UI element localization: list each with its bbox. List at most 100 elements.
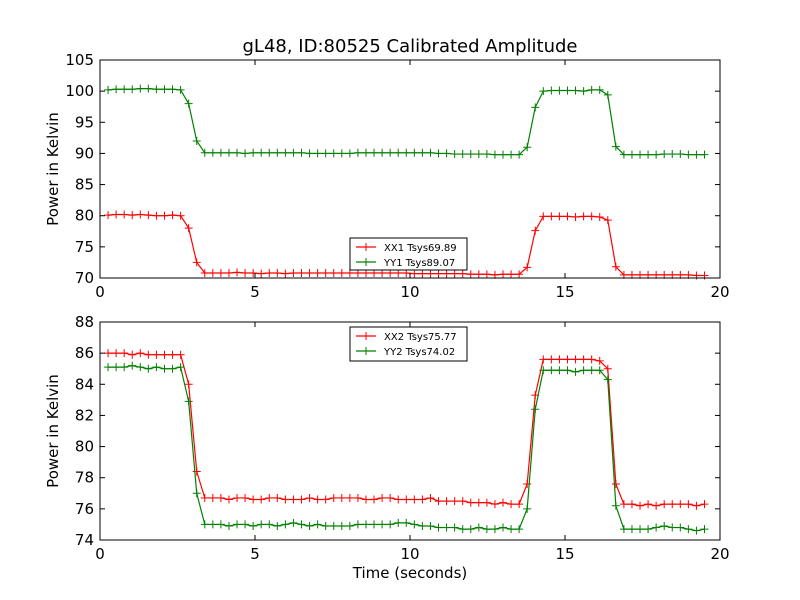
- data-point: [426, 493, 435, 502]
- data-point: [353, 520, 362, 529]
- data-point: [241, 269, 250, 278]
- data-point: [192, 258, 201, 267]
- data-point: [257, 269, 266, 278]
- data-point: [297, 520, 306, 529]
- data-point: [668, 523, 677, 532]
- data-point: [233, 268, 242, 277]
- data-point: [321, 269, 330, 278]
- y-tick-label: 86: [75, 344, 94, 362]
- data-point: [289, 148, 298, 157]
- data-point: [474, 523, 483, 532]
- data-point: [676, 523, 685, 532]
- legend-marker: [362, 258, 370, 266]
- data-point: [321, 149, 330, 158]
- data-point: [426, 148, 435, 157]
- data-point: [644, 150, 653, 159]
- x-tick-label: 0: [95, 545, 105, 563]
- data-point: [120, 85, 129, 94]
- data-point: [531, 103, 540, 112]
- data-point: [265, 148, 274, 157]
- data-point: [289, 495, 298, 504]
- legend-marker: [362, 347, 370, 355]
- data-point: [684, 525, 693, 534]
- data-point: [184, 380, 193, 389]
- data-point: [386, 148, 395, 157]
- data-point: [563, 86, 572, 95]
- data-point: [531, 405, 540, 414]
- data-point: [434, 269, 443, 278]
- data-point: [216, 148, 225, 157]
- x-tick-label: 0: [95, 283, 105, 301]
- data-point: [539, 87, 548, 96]
- data-point: [700, 525, 709, 534]
- data-point: [144, 84, 153, 93]
- data-point: [595, 356, 604, 365]
- data-point: [176, 211, 185, 220]
- data-point: [233, 520, 242, 529]
- data-point: [434, 149, 443, 158]
- data-point: [224, 495, 233, 504]
- legend-label: YY2 Tsys74.02: [383, 347, 455, 358]
- data-point: [144, 364, 153, 373]
- y-tick-label: 84: [75, 375, 94, 393]
- data-point: [466, 270, 475, 279]
- data-point: [676, 150, 685, 159]
- data-point: [305, 269, 314, 278]
- y-tick-label: 80: [75, 438, 94, 456]
- series-1: [104, 349, 709, 510]
- data-point: [224, 148, 233, 157]
- x-tick-label: 20: [710, 283, 729, 301]
- data-point: [112, 349, 121, 358]
- data-point: [370, 148, 379, 157]
- data-point: [361, 520, 370, 529]
- data-point: [523, 479, 532, 488]
- data-point: [490, 150, 499, 159]
- x-tick-label: 10: [400, 545, 419, 563]
- data-point: [458, 497, 467, 506]
- data-point: [152, 350, 161, 359]
- data-point: [539, 212, 548, 221]
- data-point: [128, 361, 137, 370]
- data-point: [370, 495, 379, 504]
- data-point: [305, 149, 314, 158]
- data-point: [273, 269, 282, 278]
- data-point: [216, 520, 225, 529]
- data-point: [249, 495, 258, 504]
- legend: XX1 Tsys69.89 YY1 Tsys89.07: [349, 237, 468, 271]
- data-point: [490, 500, 499, 509]
- data-point: [692, 501, 701, 510]
- data-point: [224, 269, 233, 278]
- data-point: [499, 498, 507, 507]
- data-point: [636, 150, 645, 159]
- data-point: [136, 363, 145, 372]
- data-point: [587, 212, 596, 221]
- data-point: [329, 149, 338, 158]
- data-point: [257, 148, 266, 157]
- data-point: [192, 467, 201, 476]
- data-point: [160, 350, 169, 359]
- data-point: [136, 84, 145, 93]
- data-point: [684, 150, 693, 159]
- x-tick-label: 10: [400, 283, 419, 301]
- data-point: [136, 210, 145, 219]
- data-point: [539, 366, 548, 375]
- data-point: [112, 85, 121, 94]
- data-point: [176, 350, 185, 359]
- x-tick-label: 15: [555, 283, 574, 301]
- data-point: [523, 143, 532, 152]
- data-point: [434, 523, 443, 532]
- data-point: [595, 212, 604, 221]
- data-point: [321, 495, 330, 504]
- y-tick-label: 85: [75, 176, 94, 194]
- data-point: [547, 86, 556, 95]
- data-point: [434, 497, 443, 506]
- data-point: [257, 520, 266, 529]
- data-point: [603, 364, 612, 373]
- data-point: [249, 148, 258, 157]
- data-point: [611, 262, 620, 271]
- data-point: [104, 211, 113, 220]
- legend-marker: [362, 243, 370, 251]
- data-point: [418, 495, 427, 504]
- data-point: [313, 495, 322, 504]
- data-point: [571, 212, 580, 221]
